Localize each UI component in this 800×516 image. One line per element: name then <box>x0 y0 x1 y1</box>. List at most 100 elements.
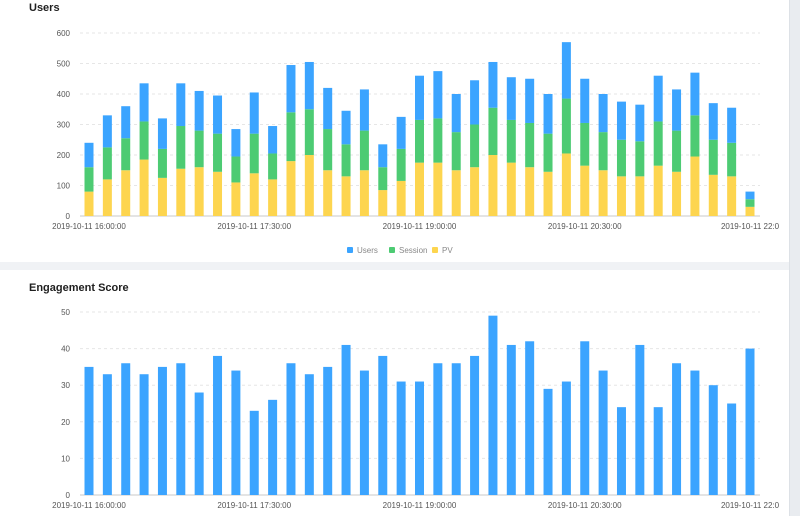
users-x-tick-label: 2019-10-11 20:30:00 <box>548 222 622 231</box>
users-bar-users <box>561 42 571 99</box>
engagement-bar-engagement-score <box>249 410 259 495</box>
users-x-tick-label: 2019-10-11 16:00:00 <box>52 222 126 231</box>
engagement-bar-engagement-score <box>635 344 645 495</box>
users-chart: 0 100 200 300 400 500 600 2019-10-11 16:00:00 20… <box>52 29 779 255</box>
users-bar-users <box>598 94 608 133</box>
legend-marker-session <box>389 247 395 253</box>
users-bar-session <box>84 167 94 192</box>
users-bar-users <box>653 75 663 122</box>
users-bar-pv <box>396 180 406 216</box>
users-bar-users <box>194 90 204 131</box>
users-bar-session <box>433 118 443 163</box>
users-bar-session <box>121 138 131 171</box>
users-bar-session <box>543 133 553 172</box>
users-bar-session <box>672 130 682 172</box>
users-bar-users <box>672 89 682 131</box>
engagement-x-tick-label: 2019-10-11 20:30:00 <box>548 501 622 510</box>
users-bar-session <box>304 109 314 155</box>
users-bar-session <box>176 126 186 169</box>
users-bar-pv <box>323 170 333 216</box>
engagement-bar-engagement-score <box>708 385 718 495</box>
users-bar-users <box>616 101 626 140</box>
engagement-y-tick-label: 20 <box>61 418 70 427</box>
engagement-bar-engagement-score <box>727 403 737 495</box>
users-bar-users <box>690 72 700 116</box>
users-bar-session <box>506 119 516 163</box>
engagement-bar-engagement-score <box>396 381 406 495</box>
engagement-bar-engagement-score <box>231 370 241 495</box>
users-bar-pv <box>708 174 718 216</box>
users-bar-pv <box>580 165 590 216</box>
users-bar-session <box>745 199 755 207</box>
legend-label-users: Users <box>357 246 378 255</box>
engagement-bar-engagement-score <box>451 363 461 495</box>
engagement-bar-engagement-score <box>213 355 223 495</box>
users-bar-session <box>213 133 223 172</box>
engagement-bar-engagement-score <box>561 381 571 495</box>
engagement-bar-engagement-score <box>304 374 314 495</box>
users-bar-users <box>727 107 737 143</box>
engagement-bar-engagement-score <box>672 363 682 495</box>
users-bar-pv <box>598 170 608 216</box>
engagement-bar-engagement-score <box>139 374 149 495</box>
users-bar-users <box>506 77 516 120</box>
users-bar-users <box>268 126 278 154</box>
users-bar-session <box>102 147 112 180</box>
users-bar-pv <box>176 168 186 216</box>
users-bar-session <box>488 107 498 155</box>
users-bar-pv <box>690 156 700 216</box>
engagement-y-tick-label: 50 <box>61 308 70 317</box>
users-bar-session <box>451 132 461 171</box>
users-bar-pv <box>451 170 461 216</box>
engagement-chart: 0 10 20 30 40 50 2019-10-11 16:00:00 2019-10-11… <box>52 308 779 510</box>
engagement-chart-title: Engagement Score <box>29 282 129 294</box>
engagement-bar-engagement-score <box>580 341 590 495</box>
users-bar-pv <box>157 177 167 216</box>
users-bar-users <box>396 116 406 149</box>
legend-label-pv: PV <box>442 246 453 255</box>
users-bar-session <box>708 139 718 175</box>
engagement-bar-engagement-score <box>102 374 112 495</box>
users-bar-pv <box>121 170 131 216</box>
engagement-bar-engagement-score <box>470 355 480 495</box>
users-bar-pv <box>433 162 443 216</box>
users-bar-session <box>635 141 645 177</box>
engagement-bar-engagement-score <box>341 344 351 495</box>
users-bar-users <box>84 142 94 168</box>
users-bar-pv <box>543 171 553 216</box>
legend-marker-users <box>347 247 353 253</box>
users-bar-pv <box>304 155 314 216</box>
users-bar-pv <box>635 176 645 216</box>
users-bar-session <box>727 142 737 177</box>
users-y-tick-label: 0 <box>66 212 71 221</box>
users-bar-session <box>323 129 333 171</box>
users-y-tick-label: 600 <box>57 29 71 38</box>
users-bar-pv <box>525 167 535 216</box>
users-bar-session <box>268 153 278 180</box>
engagement-bar-engagement-score <box>84 366 94 495</box>
users-bar-users <box>580 78 590 123</box>
users-bar-users <box>433 71 443 119</box>
engagement-x-tick-label: 2019-10-11 19:00:00 <box>383 501 457 510</box>
engagement-bar-engagement-score <box>121 363 131 495</box>
scrollbar-track[interactable] <box>789 0 800 516</box>
legend-marker-pv <box>432 247 438 253</box>
users-bar-users <box>139 83 149 122</box>
users-bar-pv <box>727 176 737 216</box>
engagement-bar-engagement-score <box>415 381 424 495</box>
users-bar-session <box>598 132 608 171</box>
users-bar-users <box>231 129 241 157</box>
users-bar-pv <box>341 176 351 216</box>
users-bar-users <box>470 80 480 125</box>
users-bar-session <box>561 98 571 154</box>
users-bar-session <box>580 122 590 166</box>
users-chart-panel: Users 0 100 200 300 400 500 600 2019-10-11 16:0… <box>0 0 790 262</box>
users-y-tick-label: 200 <box>57 151 71 160</box>
engagement-bar-engagement-score <box>543 388 553 495</box>
users-bar-users <box>176 83 186 127</box>
users-bar-pv <box>653 165 663 216</box>
engagement-bar-engagement-score <box>598 370 608 495</box>
users-bar-session <box>231 156 241 183</box>
users-x-tick-label: 2019-10-11 17:30:00 <box>217 222 291 231</box>
engagement-y-tick-label: 10 <box>61 454 70 463</box>
